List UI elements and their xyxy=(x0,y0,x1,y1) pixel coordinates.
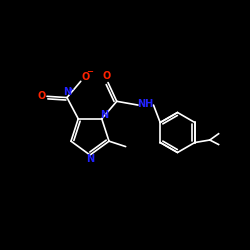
Text: +: + xyxy=(68,86,73,92)
Text: −: − xyxy=(86,67,93,76)
Text: N: N xyxy=(63,87,71,97)
Text: O: O xyxy=(37,91,46,101)
Text: O: O xyxy=(81,72,89,82)
Text: NH: NH xyxy=(138,99,154,109)
Text: O: O xyxy=(103,71,111,81)
Text: N: N xyxy=(100,110,108,120)
Text: N: N xyxy=(86,154,94,164)
